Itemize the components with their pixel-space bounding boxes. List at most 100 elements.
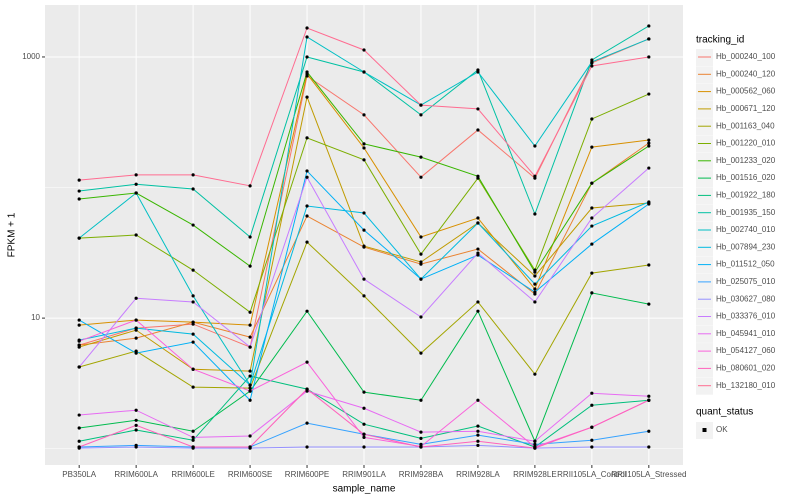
data-point — [305, 309, 309, 313]
y-tick-label: 1000 — [22, 52, 40, 61]
data-point — [533, 274, 537, 278]
legend-label: Hb_002740_010 — [716, 225, 776, 234]
data-point — [476, 107, 480, 111]
data-point — [590, 242, 594, 246]
data-point — [191, 332, 195, 336]
data-point — [362, 432, 366, 436]
legend-label: Hb_007894_230 — [716, 242, 776, 251]
data-point — [248, 235, 252, 239]
data-point — [533, 446, 537, 450]
legend-title: quant_status — [696, 407, 753, 418]
data-point — [191, 223, 195, 227]
legend-label: Hb_001233_020 — [716, 156, 776, 165]
data-point — [590, 391, 594, 395]
data-point — [590, 181, 594, 185]
data-point — [77, 197, 81, 201]
data-point — [647, 24, 651, 28]
data-point — [362, 277, 366, 281]
data-point — [590, 206, 594, 210]
data-point — [590, 145, 594, 149]
data-point — [419, 445, 423, 449]
data-point — [248, 310, 252, 314]
data-point — [305, 55, 309, 59]
data-point — [476, 429, 480, 433]
data-point — [419, 436, 423, 440]
data-point — [590, 291, 594, 295]
data-point — [533, 287, 537, 291]
data-point — [647, 166, 651, 170]
data-point — [419, 398, 423, 402]
data-point — [305, 360, 309, 364]
data-point — [590, 216, 594, 220]
data-point — [362, 445, 366, 449]
data-point — [533, 270, 537, 274]
data-point — [533, 439, 537, 443]
data-point — [419, 103, 423, 107]
data-point — [647, 394, 651, 398]
data-point — [134, 336, 138, 340]
data-point — [191, 340, 195, 344]
data-point — [419, 315, 423, 319]
legend-label: Hb_000240_100 — [716, 52, 776, 61]
x-tick-label: RRII105LA_Stressed — [611, 470, 686, 479]
x-tick-label: RRIM600PE — [285, 470, 329, 479]
data-point — [191, 367, 195, 371]
data-point — [590, 271, 594, 275]
data-point — [191, 320, 195, 324]
data-point — [419, 260, 423, 264]
data-point — [476, 221, 480, 225]
data-point — [134, 408, 138, 412]
data-point — [248, 389, 252, 393]
legend-label: Hb_054127_060 — [716, 346, 776, 355]
legend-label: Hb_001163_040 — [716, 121, 775, 130]
data-point — [77, 339, 81, 343]
legend-label: Hb_045941_010 — [716, 329, 776, 338]
legend-label: Hb_033376_010 — [716, 312, 776, 321]
data-point — [77, 426, 81, 430]
data-point — [134, 326, 138, 330]
legend-label: Hb_001935_150 — [716, 208, 776, 217]
x-axis-title: sample_name — [333, 484, 396, 495]
legend-label: Hb_080601_020 — [716, 364, 776, 373]
data-point — [77, 189, 81, 193]
data-point — [77, 439, 81, 443]
data-point — [248, 323, 252, 327]
data-point — [647, 144, 651, 148]
data-point — [419, 155, 423, 159]
data-point — [419, 277, 423, 281]
data-point — [419, 430, 423, 434]
data-point — [248, 383, 252, 387]
data-point — [191, 294, 195, 298]
data-point — [305, 26, 309, 30]
data-point — [248, 184, 252, 188]
data-point — [305, 169, 309, 173]
data-point — [362, 294, 366, 298]
data-point — [476, 424, 480, 428]
data-point — [362, 390, 366, 394]
x-tick-label: RRIM600LE — [171, 470, 215, 479]
data-point — [590, 64, 594, 68]
data-point — [305, 214, 309, 218]
data-point — [305, 70, 309, 74]
data-point — [647, 429, 651, 433]
data-point — [77, 445, 81, 449]
data-point — [248, 386, 252, 390]
legend-label: Hb_030627_080 — [716, 294, 776, 303]
data-point — [134, 318, 138, 322]
data-point — [647, 37, 651, 41]
data-point — [191, 438, 195, 442]
data-point — [647, 398, 651, 402]
data-point — [476, 128, 480, 132]
data-point — [248, 335, 252, 339]
data-point — [305, 204, 309, 208]
data-point — [305, 175, 309, 179]
x-tick-label: RRIM928BA — [399, 470, 444, 479]
data-point — [305, 136, 309, 140]
data-point — [305, 240, 309, 244]
legend-label: Hb_000671_120 — [716, 104, 776, 113]
data-point — [590, 60, 594, 64]
data-point — [533, 290, 537, 294]
data-point — [305, 421, 309, 425]
data-point — [134, 423, 138, 427]
